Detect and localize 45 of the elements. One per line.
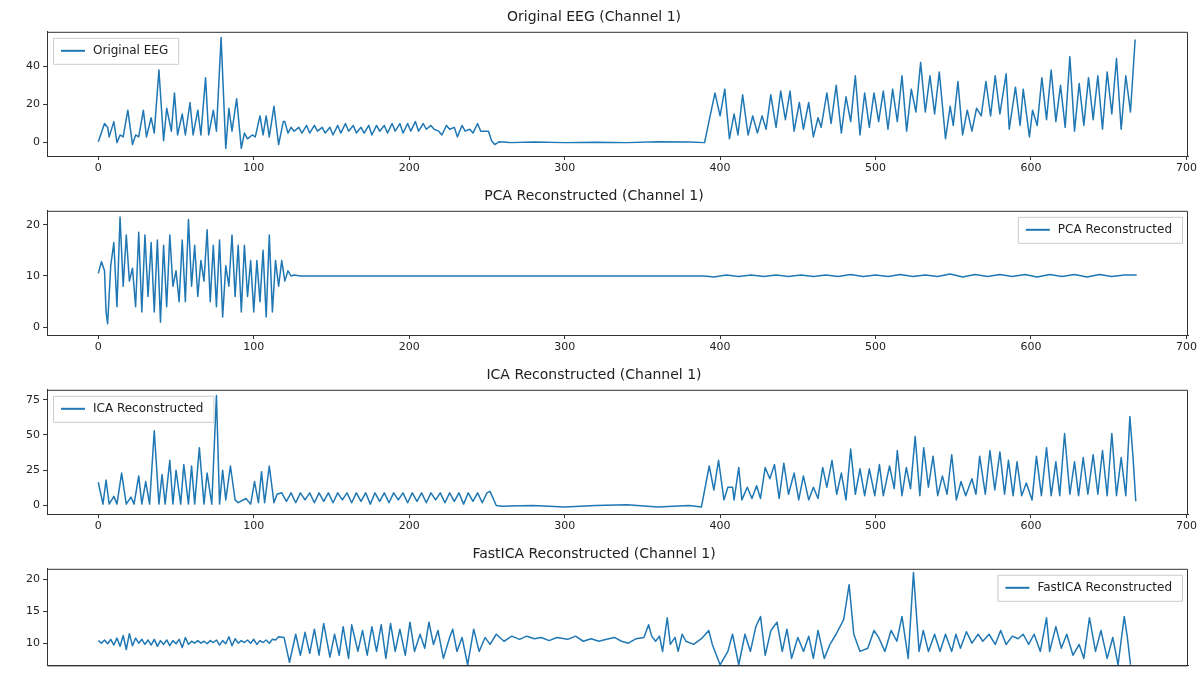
x-tick-label: 500 [865,161,887,175]
x-tick-label: 700 [1175,161,1197,175]
x-tick-label: 700 [1175,519,1197,533]
legend-label: FastICA Reconstructed [1037,579,1172,594]
legend-label: Original EEG [93,42,169,57]
chart-title: FastICA Reconstructed (Channel 1) [472,545,716,562]
x-tick-label: 600 [1020,340,1042,354]
x-tick-label: 400 [709,161,731,175]
x-tick-label: 0 [94,340,102,354]
chart-title: Original EEG (Channel 1) [507,8,681,25]
legend-label: PCA Reconstructed [1057,221,1173,236]
y-tick-label: 10 [26,268,40,282]
x-tick-label: 100 [243,161,265,175]
x-tick-label: 300 [554,519,576,533]
legend-label: ICA Reconstructed [93,400,204,415]
x-tick-label: 200 [398,340,420,354]
y-tick-label: 15 [26,604,40,618]
x-tick-label: 400 [709,519,731,533]
y-tick-label: 20 [26,97,40,111]
x-tick-label: 200 [398,519,420,533]
y-tick-label: 0 [33,498,40,512]
x-tick-label: 100 [243,340,265,354]
y-tick-label: 10 [26,636,40,650]
chart-title: ICA Reconstructed (Channel 1) [486,366,702,383]
y-tick-label: 40 [26,59,40,73]
y-tick-label: 0 [33,320,40,334]
y-tick-label: 20 [26,572,40,586]
x-tick-label: 500 [865,519,887,533]
x-tick-label: 300 [554,161,576,175]
y-tick-label: 20 [26,217,40,231]
y-tick-label: 75 [26,392,40,406]
x-tick-label: 0 [94,519,102,533]
y-tick-label: 0 [33,135,40,149]
x-tick-label: 600 [1020,161,1042,175]
x-tick-label: 600 [1020,519,1042,533]
x-tick-label: 0 [94,161,102,175]
chart-title: PCA Reconstructed (Channel 1) [484,187,704,204]
x-tick-label: 500 [865,340,887,354]
x-tick-label: 100 [243,519,265,533]
y-tick-label: 50 [26,427,40,441]
x-tick-label: 200 [398,161,420,175]
y-tick-label: 25 [26,463,40,477]
x-tick-label: 700 [1175,340,1197,354]
x-tick-label: 400 [709,340,731,354]
x-tick-label: 300 [554,340,576,354]
